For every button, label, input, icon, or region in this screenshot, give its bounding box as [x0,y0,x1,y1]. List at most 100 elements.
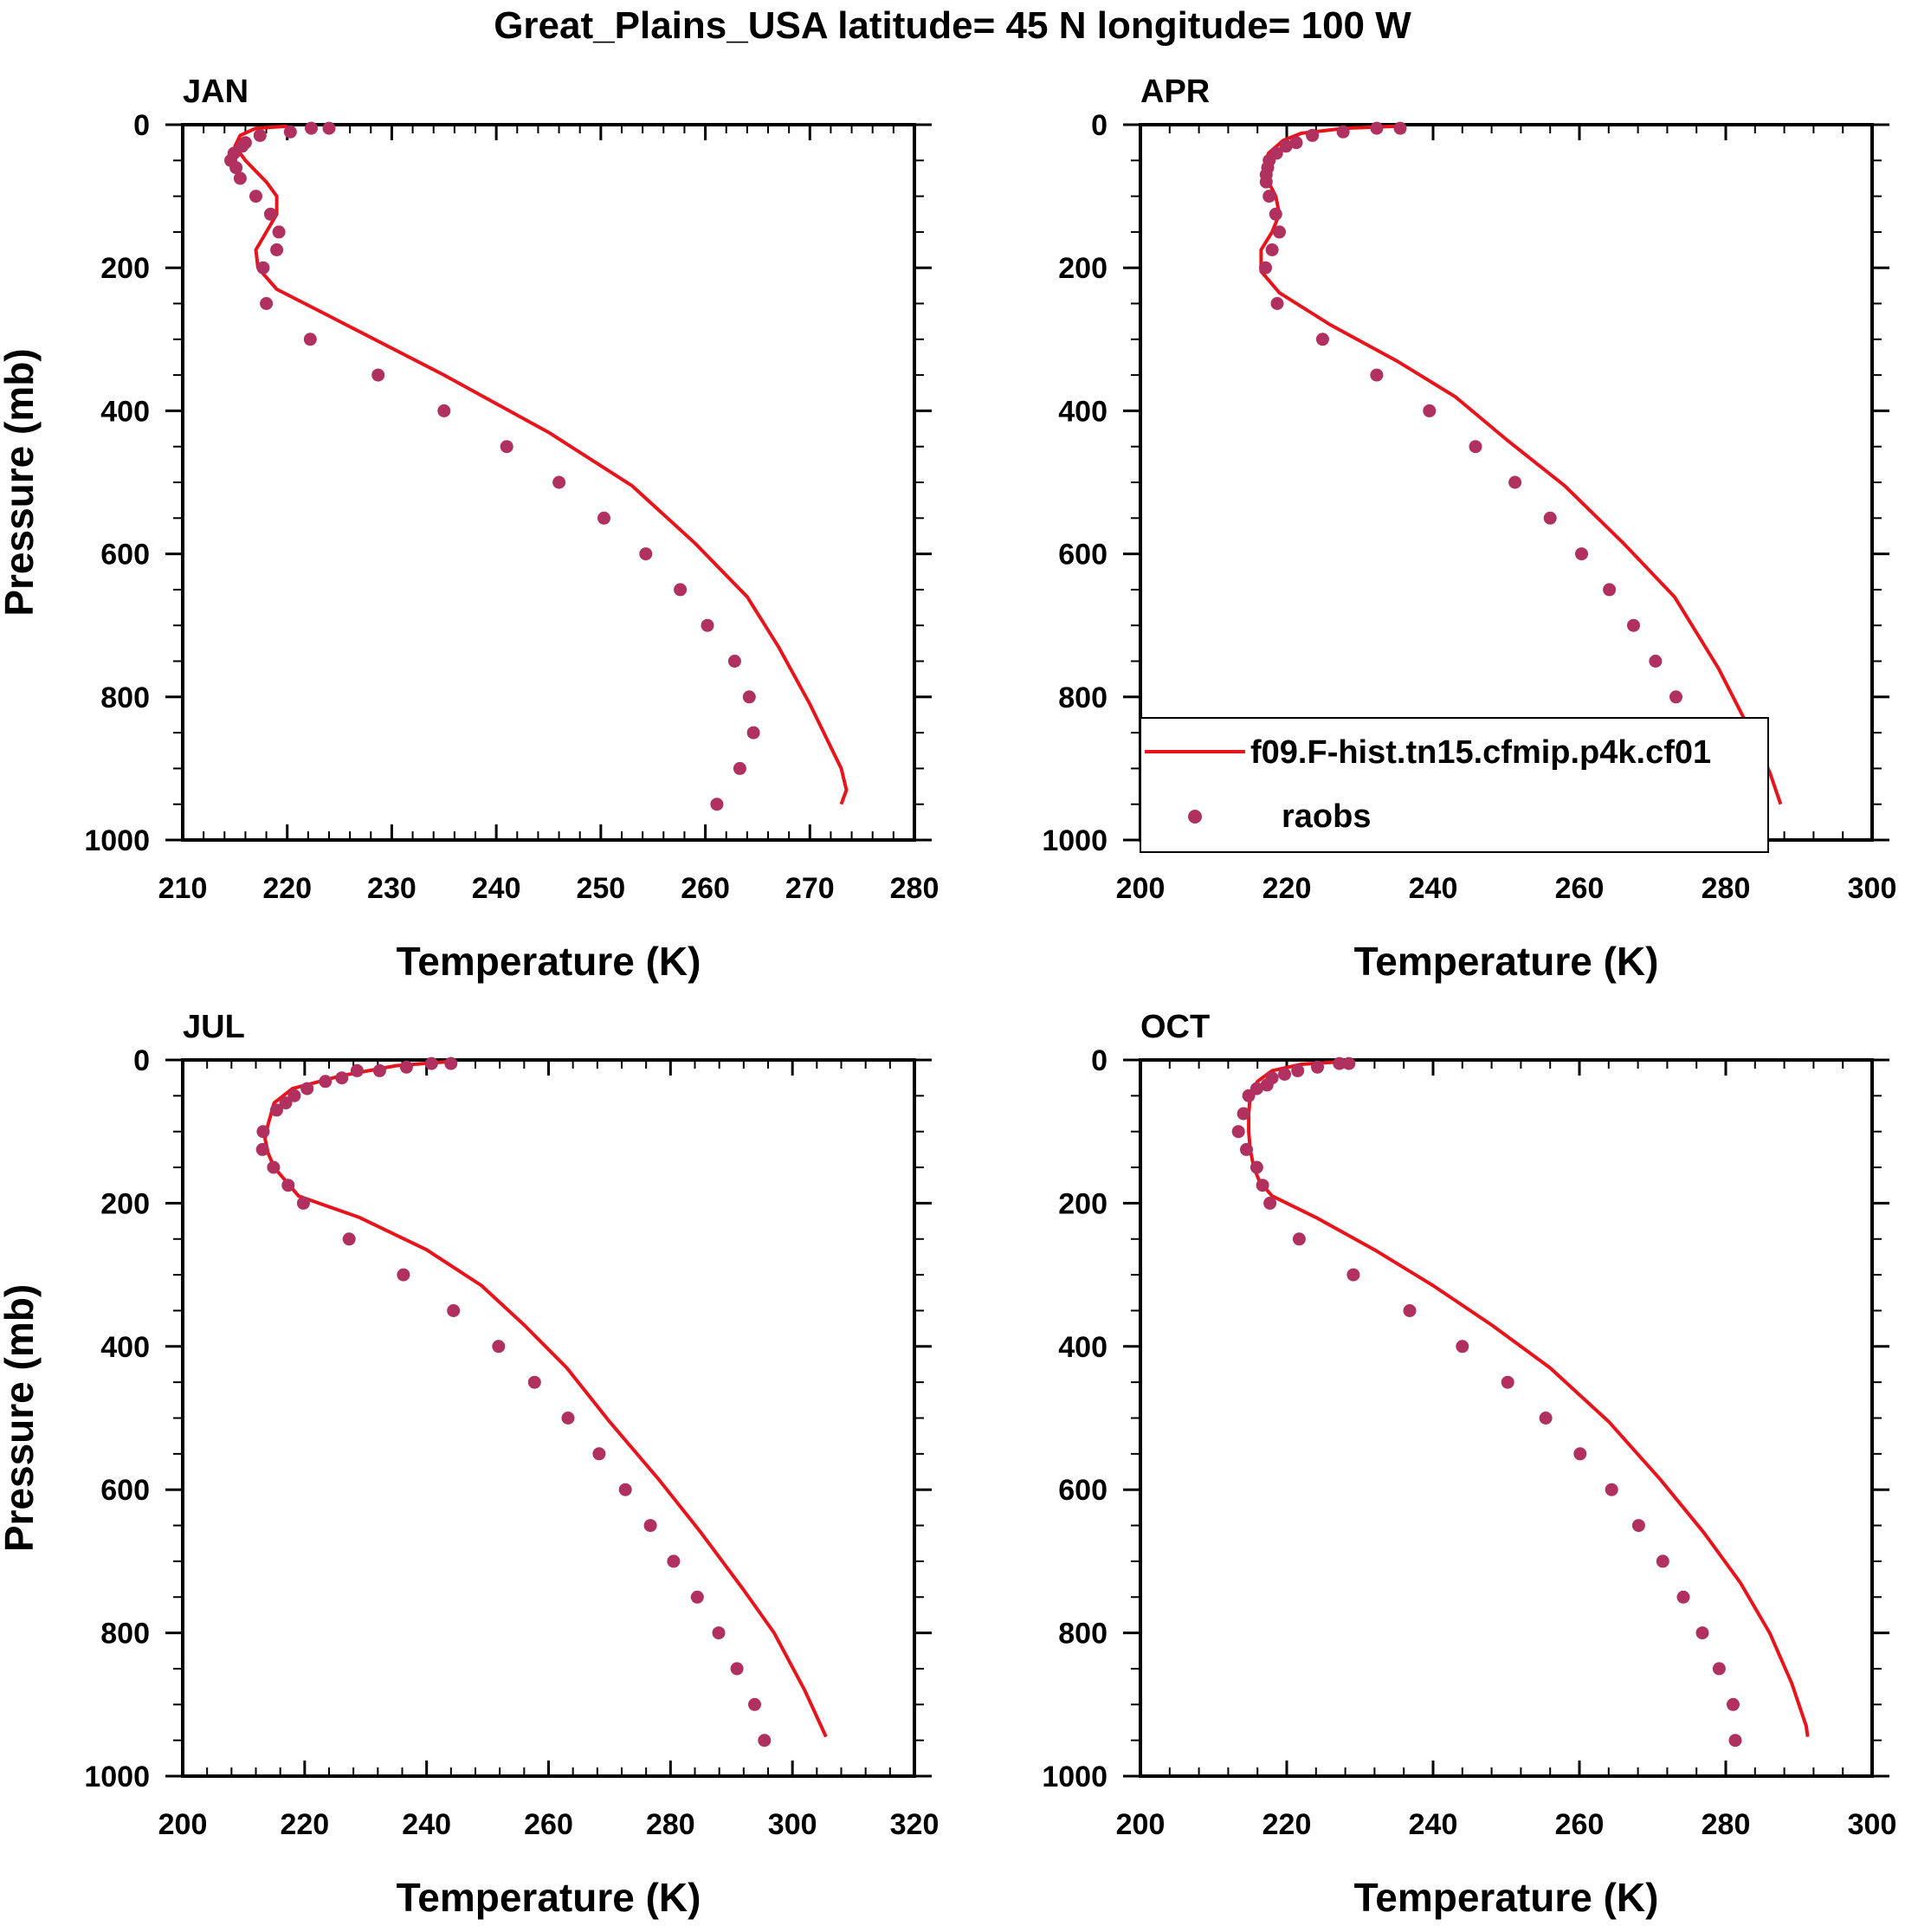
panel-title: APR [1140,74,1210,110]
y-tick-label: 1000 [84,1761,150,1793]
raobs-point [733,761,746,775]
legend-obs-label: raobs [1282,798,1371,835]
plot-frame [181,123,916,842]
model-profile-line [1247,1059,1810,1737]
raobs-point [674,583,688,597]
raobs-point [701,618,714,632]
x-axis-label: Temperature (K) [397,939,701,984]
raobs-point [424,1056,438,1070]
plot-frame [181,1058,916,1778]
raobs-point [1727,1697,1740,1711]
y-tick-label: 1000 [84,824,150,857]
y-tick-label: 800 [1058,682,1107,714]
raobs-point [1605,1483,1618,1496]
panels: 210 220 230 240 250 260 270 280 0 200 400 600 800 100… [0,74,1896,1920]
raobs-point [372,1063,386,1077]
raobs-point [1269,207,1282,221]
raobs-point [742,690,756,704]
panel-oct: 200 220 240 260 280 300 0 200 400 600 800 1000 OCT Te… [1042,1009,1896,1920]
raobs-point [1336,125,1350,139]
y-tick-label: 800 [100,1618,150,1651]
raobs-point [1259,175,1273,189]
x-axis-label: Temperature (K) [1354,1875,1659,1920]
panel-jul: 200 220 240 260 280 300 320 0 200 400 600 800 1000 JU… [0,1009,939,1920]
raobs-point [1333,1056,1346,1070]
raobs-point [397,1268,410,1282]
raobs-point [1289,136,1303,150]
y-tick-label: 600 [1058,539,1107,572]
model-profile-line [263,1059,828,1738]
x-tick-label: 280 [1702,872,1751,905]
raobs-point [1676,1590,1690,1604]
raobs-point [256,261,270,275]
raobs-point [260,297,274,310]
x-tick-label: 250 [576,872,625,905]
raobs-point [1250,1160,1263,1174]
y-tick-label: 800 [100,682,150,714]
raobs-point [1712,1662,1726,1676]
x-tick-label: 260 [524,1808,573,1841]
raobs-point [1649,655,1663,668]
raobs-point [1273,225,1286,239]
x-tick-label: 240 [472,872,521,905]
raobs-point [1346,1268,1360,1282]
x-tick-label: 300 [768,1808,817,1841]
raobs-point [643,1519,657,1533]
raobs-point [255,1142,269,1156]
raobs-point [300,1082,314,1095]
raobs-point [303,333,317,346]
plot-frame [1139,1058,1874,1778]
x-tick-label: 210 [158,872,208,905]
raobs-point [710,798,724,811]
raobs-point [730,1662,744,1676]
y-tick-label: 200 [100,1187,150,1220]
raobs-point [690,1590,704,1604]
raobs-point [727,655,741,668]
raobs-point [281,1179,295,1192]
raobs-point [746,726,760,740]
x-tick-label: 280 [1702,1808,1751,1841]
x-tick-label: 280 [646,1808,695,1841]
raobs-point [527,1375,541,1389]
raobs-point [342,1232,356,1246]
x-tick-label: 260 [681,872,730,905]
raobs-point [1508,475,1522,489]
y-axis-label: Pressure (mb) [0,348,42,616]
panel-title: JAN [183,74,249,110]
raobs-point [287,1089,301,1102]
raobs-point [1603,583,1617,597]
raobs-point [1627,618,1640,632]
raobs-point [253,128,267,142]
y-tick-label: 400 [100,1331,150,1364]
raobs-point [1311,1060,1324,1074]
x-tick-label: 240 [1409,1808,1458,1841]
raobs-point [1263,1196,1277,1210]
raobs-point [597,511,610,525]
raobs-point [1370,368,1384,382]
raobs-point [1575,547,1588,561]
y-tick-label: 200 [1058,252,1107,285]
raobs-point [1260,1078,1274,1092]
raobs-point [1262,190,1276,204]
raobs-point [267,1160,281,1174]
x-tick-label: 230 [367,872,417,905]
x-tick-label: 260 [1555,872,1605,905]
raobs-point [1240,1142,1253,1156]
x-tick-label: 200 [1116,872,1166,905]
model-profile-line [233,124,849,805]
raobs-point [269,1103,283,1117]
raobs-point [1231,1125,1245,1139]
y-tick-label: 0 [133,1044,150,1077]
y-tick-label: 0 [1091,109,1107,142]
raobs-point [667,1554,681,1568]
y-tick-label: 1000 [1042,1761,1107,1793]
x-tick-label: 220 [280,1808,329,1841]
raobs-point [618,1483,632,1496]
x-axis-label: Temperature (K) [397,1875,701,1920]
y-tick-label: 600 [100,1474,150,1507]
raobs-point [1306,128,1320,142]
raobs-point [1278,1068,1291,1081]
raobs-point [1403,1304,1417,1317]
raobs-point [1539,1412,1553,1425]
raobs-point [283,125,297,139]
